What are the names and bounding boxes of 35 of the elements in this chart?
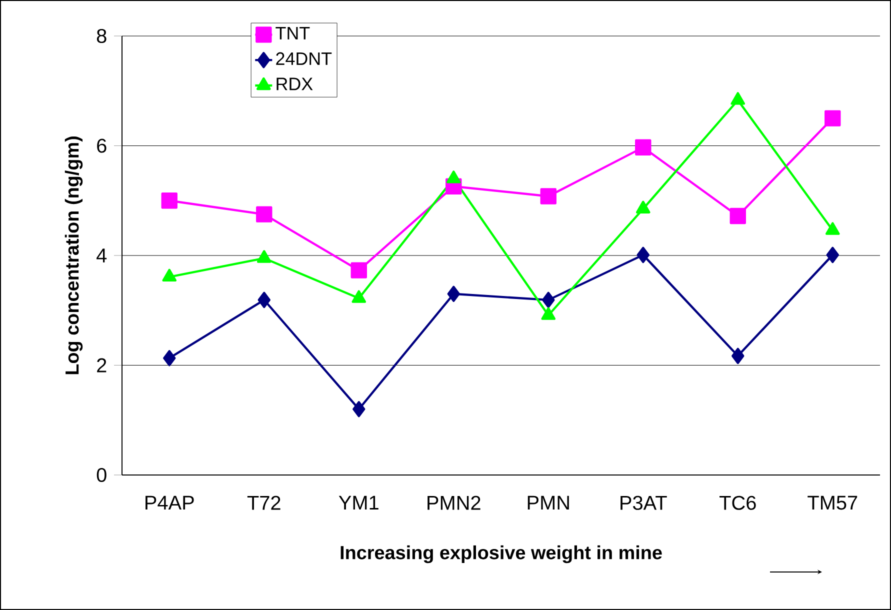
point xyxy=(826,246,839,264)
point xyxy=(540,188,556,204)
x-tick-label: TC6 xyxy=(720,496,756,510)
x-tick-label: YM1 xyxy=(338,496,378,510)
x-axis-title: Increasing explosive weight in mine xyxy=(340,545,662,564)
y-axis-title: Log concentration (ng/gm) xyxy=(64,136,83,374)
y-tick-label: 8 xyxy=(96,28,106,44)
y-tick-label: 0 xyxy=(96,468,106,482)
legend-label: 24DNT xyxy=(276,52,332,65)
point xyxy=(730,92,746,105)
x-tick-label: P3AT xyxy=(620,496,667,510)
point xyxy=(163,350,176,366)
point xyxy=(635,139,652,156)
point xyxy=(447,286,460,302)
point xyxy=(256,206,272,222)
point xyxy=(730,208,746,224)
legend-label: TNT xyxy=(276,27,310,40)
point xyxy=(350,262,367,278)
x-tick-label: PMN2 xyxy=(428,496,480,510)
point xyxy=(258,292,270,308)
y-tick-label: 6 xyxy=(97,138,106,153)
x-tick-label: PMN xyxy=(528,496,569,510)
point xyxy=(824,110,841,126)
x-tick-label: P4AP xyxy=(146,496,194,510)
point xyxy=(636,246,650,264)
point xyxy=(732,348,744,364)
x-tick-label: TM57 xyxy=(808,496,858,510)
legend-label: RDX xyxy=(276,78,313,90)
point xyxy=(352,401,366,418)
y-tick-label: 2 xyxy=(97,358,106,372)
point xyxy=(542,292,555,308)
point xyxy=(446,170,461,184)
x-tick-label: T72 xyxy=(247,496,280,510)
y-tick-label: 4 xyxy=(96,248,107,262)
point xyxy=(161,192,178,209)
